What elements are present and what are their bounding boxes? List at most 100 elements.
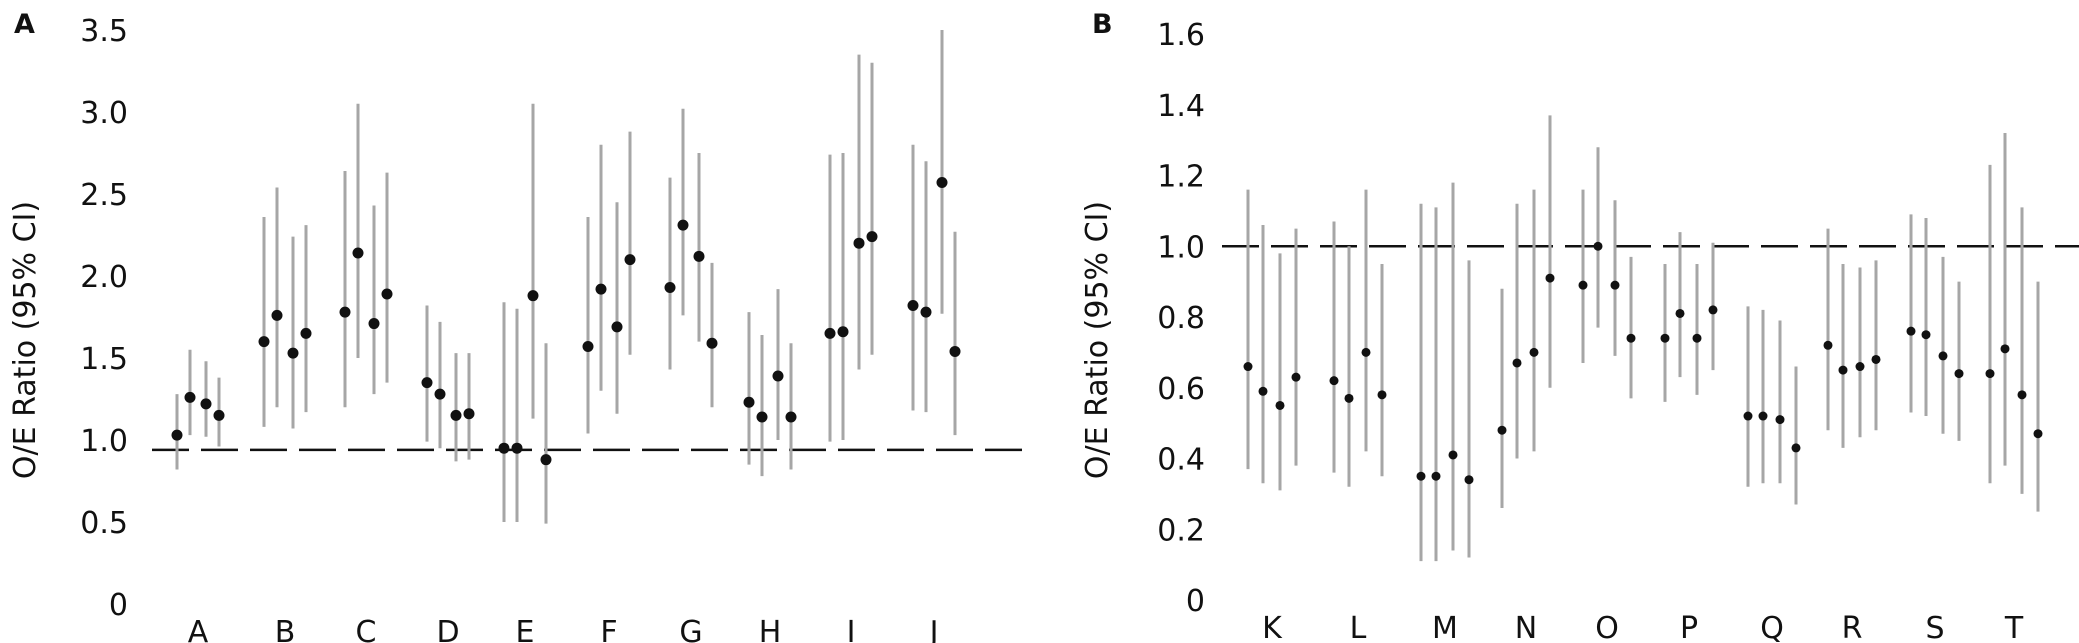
point-estimate bbox=[624, 254, 636, 266]
group-c bbox=[339, 103, 393, 408]
point-estimate bbox=[271, 309, 283, 321]
point-estimate bbox=[1448, 450, 1458, 460]
panel-a-y-axis-label: O/E Ratio (95% CI) bbox=[8, 201, 43, 479]
point-estimate bbox=[527, 290, 539, 302]
group-s bbox=[1906, 214, 1964, 441]
group-t bbox=[1985, 133, 2043, 512]
point-estimate bbox=[706, 337, 718, 349]
category-label: D bbox=[436, 615, 459, 643]
point-estimate bbox=[1497, 425, 1507, 435]
point-estimate bbox=[866, 231, 878, 243]
group-h bbox=[743, 289, 797, 477]
point-estimate bbox=[1464, 475, 1474, 485]
point-estimate bbox=[936, 177, 948, 189]
point-estimate bbox=[611, 321, 623, 333]
group-e bbox=[498, 103, 552, 524]
y-tick-label: 1.0 bbox=[80, 424, 128, 459]
category-label: O bbox=[1595, 611, 1619, 643]
point-estimate bbox=[907, 300, 919, 312]
point-estimate bbox=[837, 326, 849, 338]
point-estimate bbox=[824, 327, 836, 339]
category-label: G bbox=[679, 615, 702, 643]
panel-a: A O/E Ratio (95% CI) 0 0.5 1.0 1.5 2.0 2.5 3.0… bbox=[8, 9, 1025, 643]
point-estimate bbox=[1416, 471, 1426, 481]
y-tick-label: 1.4 bbox=[1157, 89, 1205, 124]
y-tick-label: 1.0 bbox=[1157, 230, 1205, 265]
point-estimate bbox=[200, 398, 212, 410]
y-tick-label: 3.0 bbox=[80, 96, 128, 131]
point-estimate bbox=[1610, 280, 1620, 290]
group-k bbox=[1243, 189, 1301, 491]
group-j bbox=[907, 30, 961, 436]
category-label: A bbox=[188, 615, 209, 643]
y-tick-label: 0.6 bbox=[1157, 372, 1205, 407]
category-label: R bbox=[1842, 611, 1863, 643]
point-estimate bbox=[1545, 273, 1555, 283]
group-m bbox=[1416, 182, 1474, 562]
point-estimate bbox=[1578, 280, 1588, 290]
y-tick-label: 0.2 bbox=[1157, 513, 1205, 548]
panel-b-label: B bbox=[1092, 9, 1113, 40]
point-estimate bbox=[184, 391, 196, 403]
point-estimate bbox=[450, 409, 462, 421]
point-estimate bbox=[1529, 347, 1539, 357]
point-estimate bbox=[339, 306, 351, 318]
point-estimate bbox=[920, 306, 932, 318]
point-estimate bbox=[1823, 340, 1833, 350]
point-estimate bbox=[1758, 411, 1768, 421]
group-f bbox=[582, 131, 636, 434]
point-estimate bbox=[1291, 372, 1301, 382]
point-estimate bbox=[785, 411, 797, 423]
y-tick-label: 1.2 bbox=[1157, 160, 1205, 195]
point-estimate bbox=[540, 454, 552, 466]
point-estimate bbox=[1954, 369, 1964, 379]
point-estimate bbox=[1329, 376, 1339, 386]
point-estimate bbox=[1243, 362, 1253, 372]
point-estimate bbox=[287, 347, 299, 359]
y-tick-label: 1.5 bbox=[80, 342, 128, 377]
panel-a-label: A bbox=[14, 9, 35, 40]
point-estimate bbox=[582, 341, 594, 353]
point-estimate bbox=[1871, 354, 1881, 364]
point-estimate bbox=[300, 327, 312, 339]
category-label: C bbox=[356, 615, 377, 643]
category-label: E bbox=[516, 615, 535, 643]
point-estimate bbox=[368, 318, 380, 330]
point-estimate bbox=[1377, 390, 1387, 400]
point-estimate bbox=[463, 408, 475, 420]
point-estimate bbox=[664, 281, 676, 293]
point-estimate bbox=[677, 219, 689, 231]
category-label: T bbox=[2004, 611, 2024, 643]
group-b bbox=[258, 187, 312, 429]
point-estimate bbox=[693, 250, 705, 262]
point-estimate bbox=[1692, 333, 1702, 343]
group-l bbox=[1329, 189, 1387, 487]
panel-b: B O/E Ratio (95% CI) 0 0.2 0.4 0.6 0.8 1.0 1.2… bbox=[1080, 9, 2079, 643]
y-tick-label: 0.8 bbox=[1157, 301, 1205, 336]
point-estimate bbox=[352, 247, 364, 259]
group-o bbox=[1578, 147, 1636, 399]
group-p bbox=[1660, 232, 1718, 402]
point-estimate bbox=[1985, 369, 1995, 379]
point-estimate bbox=[1512, 358, 1522, 368]
group-r bbox=[1823, 228, 1881, 448]
point-estimate bbox=[743, 396, 755, 408]
point-estimate bbox=[1361, 347, 1371, 357]
point-estimate bbox=[498, 442, 510, 454]
category-label: Q bbox=[1760, 611, 1784, 643]
y-tick-label: 0.5 bbox=[80, 506, 128, 541]
category-label: K bbox=[1262, 611, 1283, 643]
point-estimate bbox=[434, 388, 446, 400]
category-label: M bbox=[1432, 611, 1458, 643]
point-estimate bbox=[1938, 351, 1948, 361]
category-label: H bbox=[759, 615, 782, 643]
group-d bbox=[421, 305, 475, 462]
point-estimate bbox=[381, 288, 393, 300]
y-tick-label: 3.5 bbox=[80, 14, 128, 49]
point-estimate bbox=[1906, 326, 1916, 336]
group-i bbox=[824, 54, 878, 442]
point-estimate bbox=[949, 345, 961, 357]
y-tick-label: 0 bbox=[1186, 584, 1205, 619]
point-estimate bbox=[1838, 365, 1848, 375]
point-estimate bbox=[595, 283, 607, 295]
